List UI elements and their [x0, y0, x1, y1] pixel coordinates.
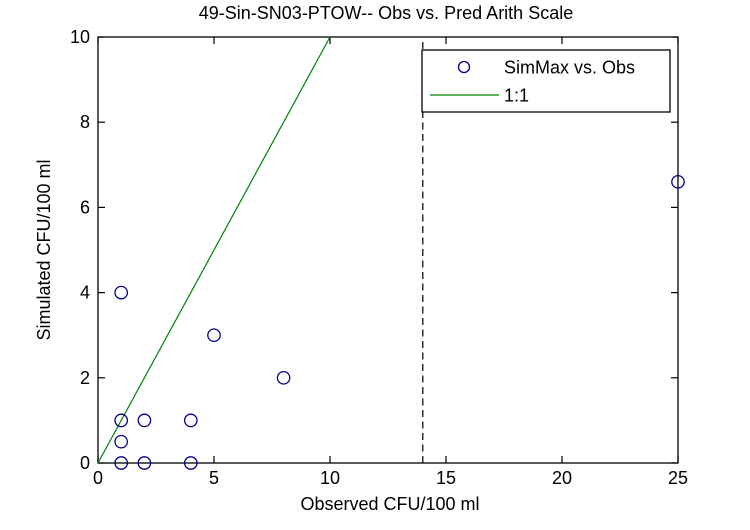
axes-box — [97, 36, 679, 464]
y-tick-label: 4 — [80, 283, 90, 303]
data-point-marker — [183, 413, 198, 428]
x-tick-label: 5 — [209, 468, 219, 488]
data-point-marker — [114, 456, 129, 470]
chart-title: 49-Sin-SN03-PTOW-- Obs vs. Pred Arith Sc… — [199, 3, 573, 23]
y-tick-label: 2 — [80, 368, 90, 388]
legend-entry-label: 1:1 — [504, 86, 529, 106]
data-point-marker — [114, 413, 129, 428]
y-tick-label: 8 — [80, 112, 90, 132]
x-axis-label: Observed CFU/100 ml — [300, 494, 479, 514]
data-point-marker — [137, 456, 152, 470]
x-tick-label: 0 — [93, 468, 103, 488]
data-point-marker — [114, 434, 129, 449]
data-point-marker — [114, 285, 129, 300]
data-point-marker — [183, 456, 198, 470]
y-tick-label: 6 — [80, 197, 90, 217]
x-tick-label: 25 — [668, 468, 688, 488]
one-to-one-line — [97, 36, 331, 464]
x-tick-label: 15 — [436, 468, 456, 488]
legend-entry-label: SimMax vs. Obs — [504, 58, 635, 78]
data-point-marker — [207, 328, 221, 343]
data-point-marker — [137, 413, 152, 428]
data-point-marker — [671, 174, 685, 189]
y-tick-label: 10 — [70, 27, 90, 47]
y-tick-label: 0 — [80, 453, 90, 473]
legend-box — [421, 49, 671, 113]
data-point-marker — [276, 370, 291, 385]
plot-content: 0 5 10 15 20 25 0 2 4 6 8 10 SimMax vs. Obs 1:1 — [70, 27, 688, 488]
x-tick-label: 20 — [552, 468, 572, 488]
x-tick-label: 10 — [320, 468, 340, 488]
legend-marker-circle — [457, 60, 471, 74]
y-axis-label: Simulated CFU/100 ml — [34, 159, 54, 340]
